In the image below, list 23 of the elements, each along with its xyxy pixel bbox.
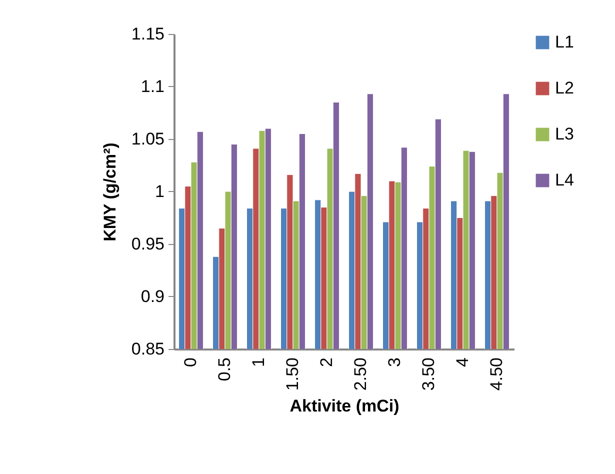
x-tick-label: 3	[385, 358, 404, 367]
legend-label: L3	[555, 124, 574, 144]
x-tick-label: 1	[249, 358, 268, 367]
x-tick-label: 0	[181, 358, 200, 367]
legend-label: L2	[555, 78, 574, 98]
y-tick-label: 1.05	[131, 130, 164, 148]
x-tick-label: 2	[317, 358, 336, 367]
x-tick-label: 3.50	[419, 358, 438, 391]
x-tick-label: 0.5	[215, 358, 234, 382]
y-tick-label: 0.85	[131, 340, 164, 358]
y-tick-label: 1	[155, 182, 164, 201]
legend-label: L1	[555, 32, 574, 52]
y-tick-label: 1.1	[140, 77, 164, 96]
legend-label: L4	[555, 170, 574, 190]
x-tick-label: 4	[453, 358, 472, 367]
x-tick-label: 4.50	[487, 358, 506, 391]
y-tick-label: 1.15	[131, 24, 164, 44]
x-tick-label: 1.50	[283, 358, 302, 391]
y-tick-label: 0.95	[131, 234, 164, 254]
y-tick-label: 0.9	[140, 287, 164, 306]
x-tick-label: 2.50	[351, 358, 370, 391]
x-axis-title: Aktivite (mCi)	[290, 396, 400, 416]
y-axis-title: KMY (g/cm²)	[100, 142, 120, 242]
